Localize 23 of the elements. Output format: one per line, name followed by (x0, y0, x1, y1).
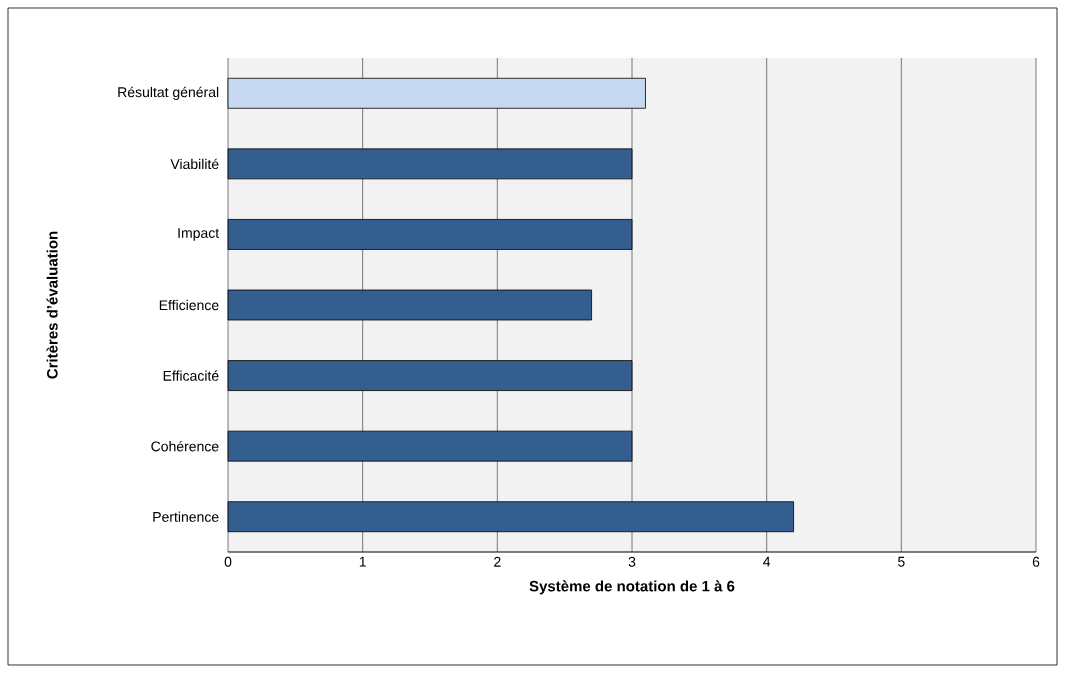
x-tick-label: 1 (359, 556, 366, 567)
x-tick-label: 5 (898, 556, 905, 567)
bar (227, 148, 633, 180)
y-tick-label: Pertinence (153, 511, 219, 522)
bar (227, 430, 633, 462)
y-tick-label: Efficience (159, 299, 219, 311)
bar (227, 289, 592, 321)
y-axis-title: Critères d’évaluation (46, 231, 58, 379)
x-tick-label: 4 (763, 556, 771, 567)
y-tick-label: Efficacité (163, 370, 219, 381)
y-tick-label: Cohérence (151, 440, 219, 452)
bar (227, 77, 646, 109)
x-tick-label: 3 (628, 556, 636, 567)
y-tick-label: Impact (178, 228, 220, 241)
y-tick-label: Viabilité (170, 158, 219, 170)
x-tick-label: 2 (494, 556, 501, 567)
bar (227, 360, 633, 391)
x-tick-label: 6 (1032, 556, 1040, 567)
bar (227, 219, 633, 250)
y-tick-label: Résultat général (118, 86, 219, 100)
x-axis-title: Système de notation de 1 à 6 (529, 580, 735, 595)
x-tick-label: 0 (224, 556, 232, 567)
bar (227, 501, 794, 533)
